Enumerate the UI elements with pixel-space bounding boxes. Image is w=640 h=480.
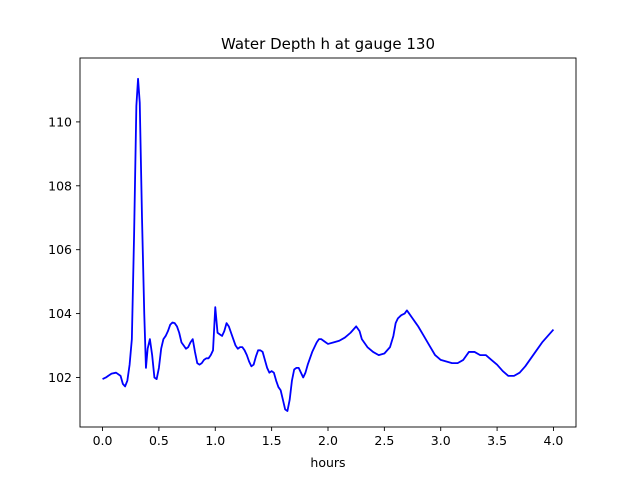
x-axis-label: hours	[310, 455, 345, 470]
x-tick-label: 1.5	[262, 433, 282, 448]
x-tick-label: 3.0	[431, 433, 451, 448]
y-tick-label: 104	[48, 306, 72, 321]
chart-title: Water Depth h at gauge 130	[221, 35, 435, 53]
x-tick-label: 4.0	[544, 433, 564, 448]
x-tick-label: 1.0	[205, 433, 225, 448]
y-tick-label: 110	[48, 114, 72, 129]
x-tick-label: 0.5	[149, 433, 169, 448]
x-axis: 0.0 0.5 1.0 1.5 2.0 2.5 3.0 3.5 4.0	[93, 427, 564, 448]
y-tick-label: 108	[48, 178, 72, 193]
x-tick-label: 2.0	[318, 433, 338, 448]
y-axis: 102 104 106 108 110	[48, 114, 80, 385]
x-tick-label: 2.5	[374, 433, 394, 448]
x-tick-label: 3.5	[487, 433, 507, 448]
x-tick-label: 0.0	[93, 433, 113, 448]
y-tick-label: 102	[48, 370, 72, 385]
y-tick-label: 106	[48, 242, 72, 257]
water-depth-line	[102, 77, 555, 412]
